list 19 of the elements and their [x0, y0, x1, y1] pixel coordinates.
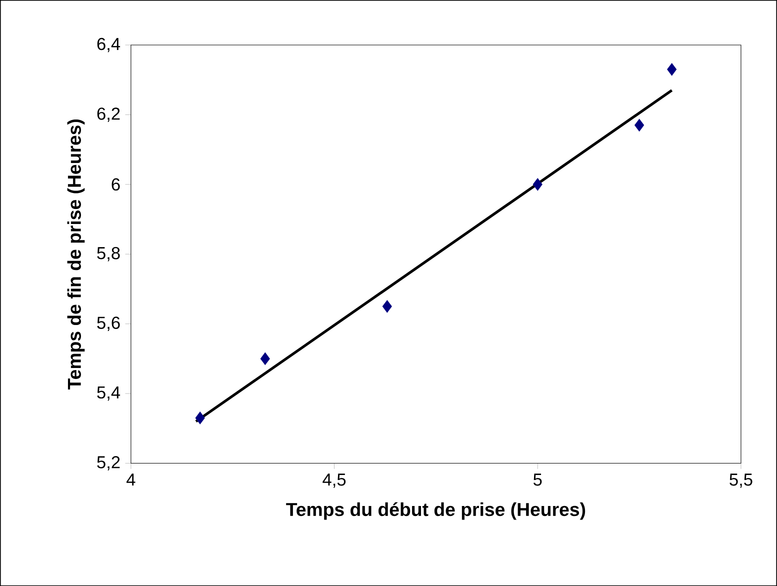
point [634, 118, 644, 132]
x-tick-label: 5 [534, 474, 542, 486]
point [382, 300, 392, 313]
x-tick-label: 5,5 [730, 474, 752, 488]
y-tick-label: 6,2 [97, 107, 120, 122]
x-tick-label: 4,5 [322, 474, 346, 488]
y-tick-label: 5,8 [97, 246, 120, 262]
point [667, 63, 677, 76]
point [260, 352, 270, 365]
x-tick-label: 4 [126, 474, 136, 486]
point [532, 178, 542, 191]
y-tick-label: 6 [112, 178, 120, 190]
y-tick-label: 6,4 [97, 38, 120, 52]
y-tick-label: 5,2 [97, 456, 120, 470]
y-axis-title: Temps de fin de prise (Heures) [67, 119, 85, 390]
y-tick-label: 5,4 [97, 386, 120, 401]
point [195, 412, 205, 424]
x-axis-title: Temps du début de prise (Heures) [286, 502, 586, 520]
y-tick-label: 5,6 [97, 316, 120, 331]
